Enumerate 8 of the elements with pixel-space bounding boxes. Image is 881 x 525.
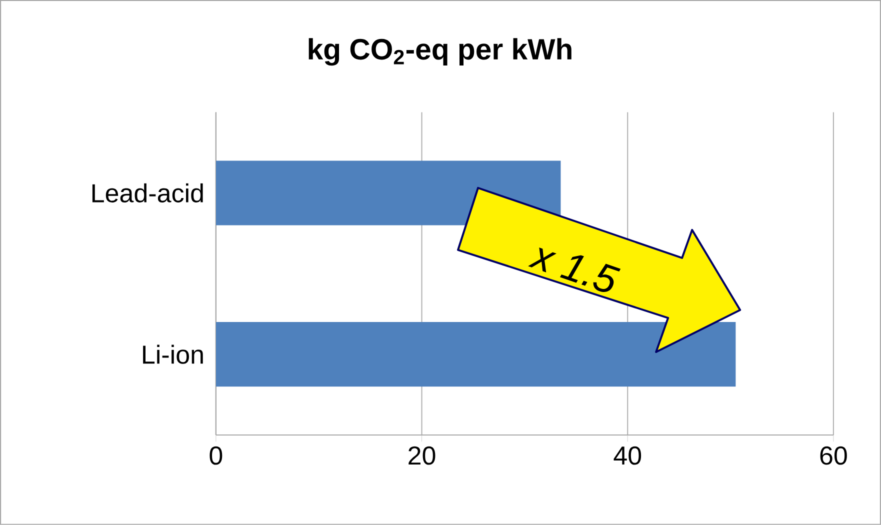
annotation: x 1.5 <box>528 248 621 292</box>
x-tick-label: 0 <box>210 446 222 465</box>
x-tick-label: 20 <box>408 446 436 465</box>
y-tick-label: Li-ion <box>143 344 203 364</box>
chart-title: kg CO$_{2}$-eq per kWh <box>308 38 572 66</box>
x-tick-label: 60 <box>820 446 847 465</box>
y-tick-label: Lead-acid <box>92 183 203 203</box>
x-tick-label: 40 <box>614 446 642 465</box>
